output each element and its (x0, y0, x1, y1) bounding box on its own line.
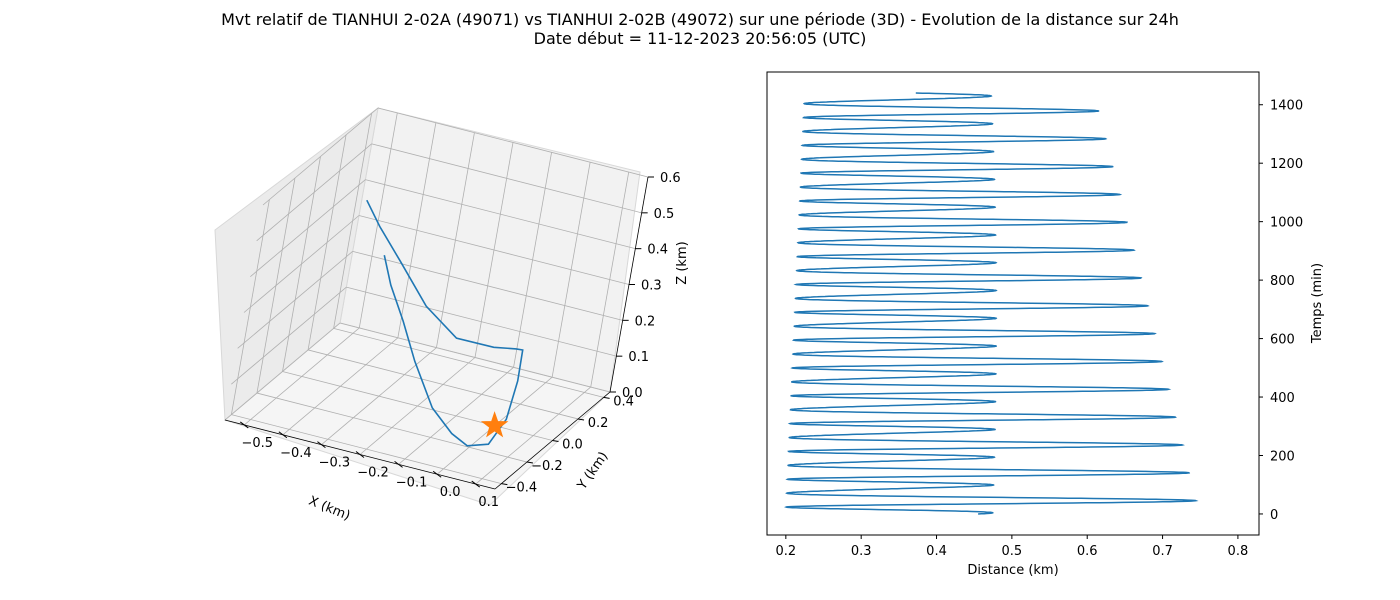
y-axis-label-3d: Y (km) (574, 449, 611, 493)
z-gridline-3d (339, 322, 611, 393)
trajectory-line-3d (366, 199, 524, 447)
z-tick-label-3d: 0.1 (628, 350, 649, 365)
y-tick-label-3d: 0.0 (562, 438, 583, 453)
z-tick-label-3d: 0.4 (647, 243, 668, 258)
plot2d-frame (766, 71, 1260, 536)
z-tick-label-3d: 0.0 (622, 386, 643, 401)
y-tick-label-2d: 0 (1270, 508, 1278, 523)
x-tick-label-3d: −0.5 (241, 436, 273, 451)
x-tick-label-2d: 0.7 (1152, 544, 1173, 559)
distance-line (784, 92, 1199, 515)
x-tick-label-3d: 0.0 (440, 485, 461, 500)
x-tick-label-2d: 0.3 (851, 544, 872, 559)
z-tick-label-3d: 0.6 (660, 171, 681, 186)
y-gridline-3d (231, 414, 502, 484)
z-gridline-3d (237, 251, 353, 349)
x-tick-label-3d: −0.1 (396, 475, 428, 490)
x-tick-label-2d: 0.5 (1002, 544, 1023, 559)
y-tick-label-2d: 200 (1270, 449, 1295, 464)
x-tick-label-3d: −0.2 (357, 466, 389, 481)
z-gridline-3d (377, 107, 649, 178)
y-tick-label-3d: −0.4 (506, 481, 538, 496)
y-gridline-3d (333, 328, 604, 398)
x-tick-label-2d: 0.6 (1077, 544, 1098, 559)
plot2d-data (784, 92, 1199, 515)
y-gridline-3d (307, 349, 579, 420)
y-tick-label-3d: 0.4 (613, 394, 634, 409)
y-tick-label-2d: 1000 (1270, 216, 1303, 231)
x-tick-label-2d: 0.8 (1228, 544, 1249, 559)
y-tick-label-2d: 800 (1270, 274, 1295, 289)
z-gridline-3d (365, 179, 636, 250)
y-tick-mark-3d (603, 396, 610, 399)
plot3d-data (366, 199, 524, 447)
x-tick-label-3d: 0.1 (478, 495, 499, 510)
z-gridline-3d (250, 179, 366, 277)
z-gridline-3d (262, 107, 379, 206)
chart-title: Mvt relatif de TIANHUI 2-02A (49071) vs … (221, 10, 1179, 29)
y-tick-label-2d: 1200 (1270, 157, 1303, 172)
z-gridline-3d (371, 143, 642, 214)
y-gridline-3d (256, 392, 528, 463)
y-axis-label-2d: Temps (min) (1310, 263, 1325, 344)
x-tick-label-2d: 0.2 (775, 544, 796, 559)
plot3d-ticks: −0.5 −0.4 −0.3 −0.2 −0.1 0.0 0.1 −0.4 −0.2 0.0 0.2… (224, 171, 681, 510)
x-axis-label-3d: X (km) (306, 494, 352, 524)
z-gridline-3d (231, 286, 347, 385)
z-tick-label-3d: 0.3 (641, 279, 662, 294)
plot2d-ticks: 0.2 0.3 0.4 0.5 0.6 0.7 0.8 0 200 400 600 800 1000 12… (775, 99, 1303, 559)
z-gridline-3d (224, 322, 341, 421)
plot3d-grid (224, 107, 649, 485)
x-tick-label-3d: −0.3 (319, 456, 351, 471)
z-gridline-3d (346, 286, 617, 357)
y-tick-label-2d: 1400 (1270, 99, 1303, 114)
y-tick-label-3d: −0.2 (531, 459, 563, 474)
y-tick-label-3d: 0.2 (588, 416, 609, 431)
z-axis-label-3d: Z (km) (675, 241, 690, 284)
z-gridline-3d (256, 143, 372, 242)
chart-subtitle: Date début = 11-12-2023 20:56:05 (UTC) (533, 29, 867, 48)
y-tick-mark-3d (526, 461, 534, 464)
z-tick-label-3d: 0.2 (635, 314, 656, 329)
x-tick-label-3d: −0.4 (280, 446, 312, 461)
y-axis-line-3d (494, 391, 611, 490)
z-gridline-3d (243, 215, 360, 313)
x-tick-label-2d: 0.4 (926, 544, 947, 559)
x-axis-label-2d: Distance (km) (967, 563, 1058, 578)
y-tick-mark-3d (501, 483, 508, 486)
y-tick-mark-3d (552, 440, 559, 442)
x-axis-line-3d (224, 419, 496, 490)
z-tick-label-3d: 0.5 (654, 207, 675, 222)
y-tick-label-2d: 600 (1270, 333, 1295, 348)
y-tick-label-2d: 400 (1270, 391, 1295, 406)
z-axis-line-3d (609, 176, 649, 393)
z-gridline-3d (352, 250, 623, 321)
z-gridline-3d (358, 215, 630, 285)
y-gridline-3d (282, 371, 553, 441)
y-tick-mark-3d (577, 418, 585, 421)
origin-star-marker (480, 411, 509, 438)
